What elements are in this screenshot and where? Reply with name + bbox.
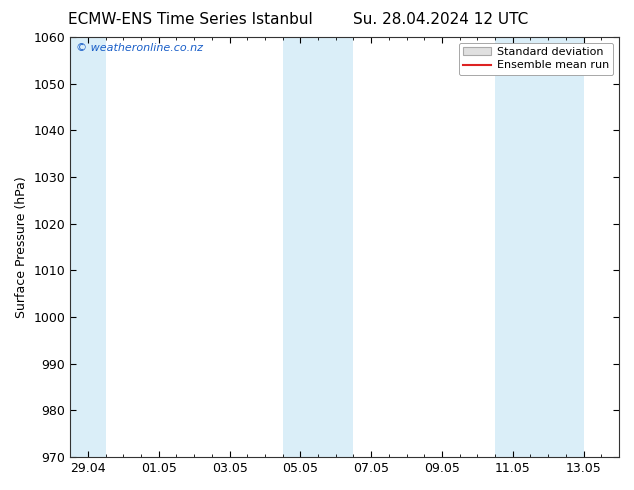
- Legend: Standard deviation, Ensemble mean run: Standard deviation, Ensemble mean run: [459, 43, 614, 75]
- Y-axis label: Surface Pressure (hPa): Surface Pressure (hPa): [15, 176, 28, 318]
- Bar: [283, 37, 318, 457]
- Bar: [70, 37, 106, 457]
- Text: ECMW-ENS Time Series Istanbul: ECMW-ENS Time Series Istanbul: [68, 12, 313, 27]
- Bar: [495, 37, 531, 457]
- Text: Su. 28.04.2024 12 UTC: Su. 28.04.2024 12 UTC: [353, 12, 528, 27]
- Bar: [531, 37, 584, 457]
- Text: © weatheronline.co.nz: © weatheronline.co.nz: [76, 44, 203, 53]
- Bar: [318, 37, 354, 457]
